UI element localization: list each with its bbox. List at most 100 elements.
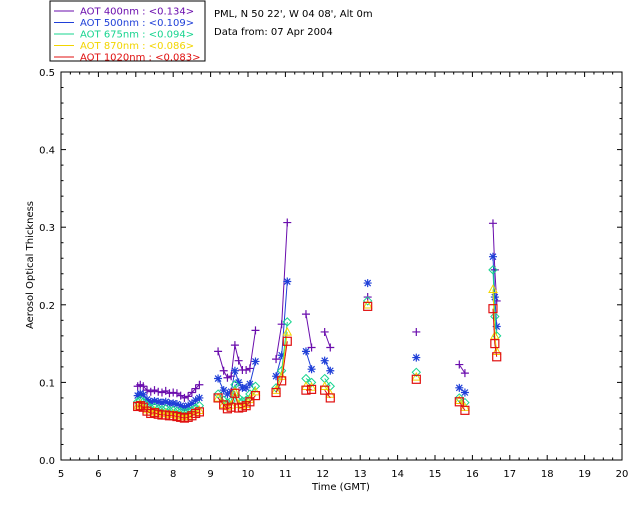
triangle-marker (271, 385, 281, 394)
triangle-marker (362, 299, 373, 309)
x-tick-label: 11 (279, 469, 292, 480)
plus-marker (191, 384, 200, 393)
star-marker (143, 395, 152, 404)
square-marker (488, 304, 498, 314)
star-marker (191, 396, 200, 405)
plus-marker (187, 388, 196, 397)
star-marker (169, 399, 178, 408)
star-marker (412, 353, 421, 362)
star-marker (172, 400, 181, 409)
legend-label: AOT 400nm : <0.134> (80, 7, 194, 18)
plus-marker (460, 369, 469, 378)
plus-marker (245, 364, 254, 373)
star-marker (161, 397, 170, 406)
plus-marker (272, 355, 281, 364)
x-tick-label: 9 (207, 469, 213, 480)
square-marker (454, 397, 464, 407)
x-tick-label: 7 (133, 469, 139, 480)
site-info: PML, N 50 22', W 04 08', Alt 0m (214, 9, 373, 20)
star-marker (245, 379, 254, 388)
x-tick-label: 16 (466, 469, 479, 480)
legend-frame (49, 0, 206, 62)
diamond-marker (488, 265, 498, 275)
plus-marker (307, 343, 316, 352)
date-info: Data from: 07 Apr 2004 (214, 27, 333, 38)
series-layer (132, 218, 502, 423)
x-tick-label: 20 (616, 469, 629, 480)
star-marker (150, 397, 159, 406)
plus-marker (184, 392, 193, 401)
star-marker (180, 403, 189, 412)
plus-marker (154, 387, 163, 396)
star-marker (195, 393, 204, 402)
y-tick-label: 0.4 (39, 146, 55, 157)
series-line (458, 364, 466, 374)
series-line (305, 351, 313, 370)
series-line (217, 391, 256, 410)
star-marker (214, 374, 223, 383)
star-marker (176, 401, 185, 410)
y-tick-label: 0.3 (39, 223, 55, 234)
legend: AOT 400nm : <0.134>AOT 500nm : <0.109>AO… (49, 0, 206, 64)
diamond-marker (490, 311, 500, 322)
x-tick-label: 5 (58, 469, 64, 480)
triangle-marker (488, 284, 498, 293)
triangle-marker (282, 326, 293, 336)
series-line (305, 388, 312, 391)
square-marker (230, 388, 240, 398)
plus-marker (242, 365, 251, 374)
legend-label: AOT 870nm : <0.086> (80, 41, 194, 52)
plus-marker (180, 393, 189, 402)
star-marker (154, 397, 163, 406)
square-marker (277, 376, 287, 386)
star-marker (455, 383, 464, 392)
star-marker (187, 399, 196, 408)
square-marker (306, 384, 317, 394)
star-marker (283, 277, 292, 286)
diamond-marker (282, 317, 292, 327)
plus-marker (326, 343, 335, 352)
legend-label: AOT 1020nm : <0.083> (80, 53, 200, 64)
star-marker (490, 293, 499, 302)
square-marker (271, 387, 281, 398)
plus-marker (283, 218, 292, 227)
y-tick-label: 0.1 (39, 378, 55, 389)
square-marker (411, 374, 421, 384)
square-marker (213, 393, 223, 403)
x-tick-label: 18 (541, 469, 554, 480)
plus-marker (251, 326, 260, 335)
square-marker (282, 336, 292, 346)
series-line (137, 384, 200, 399)
plus-marker (214, 347, 223, 356)
plus-marker (219, 366, 228, 375)
plus-marker (301, 310, 310, 319)
plus-marker (455, 360, 464, 369)
diamond-marker (306, 377, 317, 388)
plus-marker (143, 386, 152, 395)
plus-marker (165, 389, 174, 398)
series-2 (133, 252, 501, 412)
square-marker (250, 390, 261, 401)
plus-marker (320, 327, 329, 336)
x-tick-label: 10 (242, 469, 255, 480)
star-marker (320, 356, 329, 365)
square-marker (245, 397, 255, 407)
series-line (324, 386, 331, 395)
x-tick-label: 8 (170, 469, 176, 480)
series-5 (133, 301, 502, 423)
plus-marker (195, 380, 204, 389)
star-marker (272, 372, 281, 381)
star-marker (363, 279, 372, 288)
series-line (275, 331, 288, 391)
plus-marker (230, 341, 239, 350)
plus-marker (412, 327, 421, 336)
triangle-marker (213, 392, 223, 402)
plus-marker (169, 388, 178, 397)
diamond-marker (250, 381, 261, 391)
series-line (324, 378, 331, 387)
star-marker (139, 390, 148, 399)
y-tick-label: 0.2 (39, 301, 55, 312)
legend-label: AOT 675nm : <0.094> (80, 30, 194, 41)
triangle-marker (411, 371, 422, 381)
